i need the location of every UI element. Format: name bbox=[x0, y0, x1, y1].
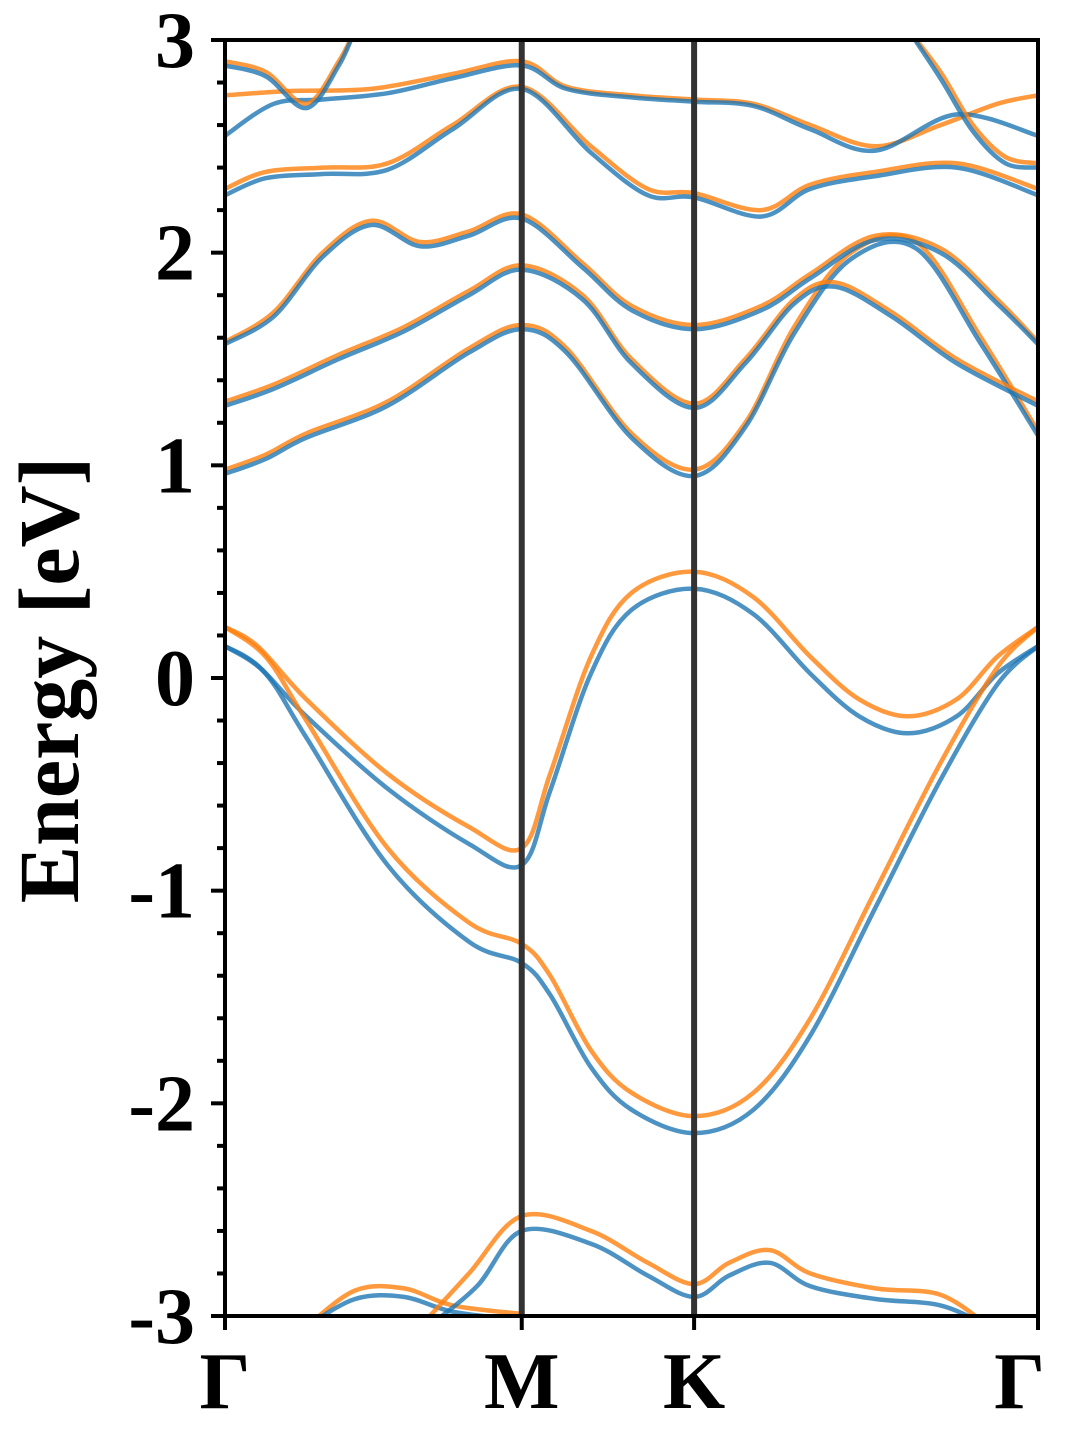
y-axis-label: Energy [eV] bbox=[1, 457, 97, 904]
band-blue-21 bbox=[438, 1226, 974, 1316]
band-blue-3 bbox=[225, 643, 1038, 1136]
band-orange-20 bbox=[426, 1211, 980, 1316]
band-orange-16 bbox=[913, 40, 1038, 166]
y-tick-label: 2 bbox=[155, 210, 195, 298]
band-orange-2 bbox=[225, 624, 1038, 1119]
band-orange-18 bbox=[315, 1283, 524, 1316]
band-blue-5 bbox=[225, 239, 1038, 479]
x-tick-label-1: M bbox=[484, 1338, 560, 1426]
band-blue-9 bbox=[225, 215, 1038, 347]
band-blue-11 bbox=[225, 86, 1038, 219]
y-tick-label: 1 bbox=[155, 422, 195, 510]
y-tick-label: -2 bbox=[128, 1060, 195, 1148]
y-tick-label: -3 bbox=[128, 1273, 195, 1361]
band-blue-7 bbox=[225, 267, 1038, 411]
high-symmetry-lines bbox=[518, 40, 698, 1316]
x-tick-label-0: Γ bbox=[200, 1338, 251, 1426]
band-orange-6 bbox=[225, 263, 1038, 406]
band-orange-0 bbox=[225, 569, 1038, 853]
band-blue-13 bbox=[225, 63, 1038, 154]
band-blue-1 bbox=[225, 586, 1038, 870]
y-tick-label: 0 bbox=[155, 635, 195, 723]
band-blue-17 bbox=[912, 40, 1038, 170]
band-blue-15 bbox=[225, 40, 354, 111]
band-lines bbox=[225, 40, 1038, 1316]
band-orange-10 bbox=[225, 84, 1038, 213]
y-axis-ticks: -3 -2 -1 0 1 2 3 bbox=[128, 0, 225, 1361]
y-tick-label: -1 bbox=[128, 848, 195, 936]
x-tick-label-2: K bbox=[663, 1338, 725, 1426]
band-orange-8 bbox=[225, 211, 1038, 345]
x-tick-label-3: Γ bbox=[994, 1338, 1045, 1426]
y-tick-label: 3 bbox=[155, 0, 195, 85]
